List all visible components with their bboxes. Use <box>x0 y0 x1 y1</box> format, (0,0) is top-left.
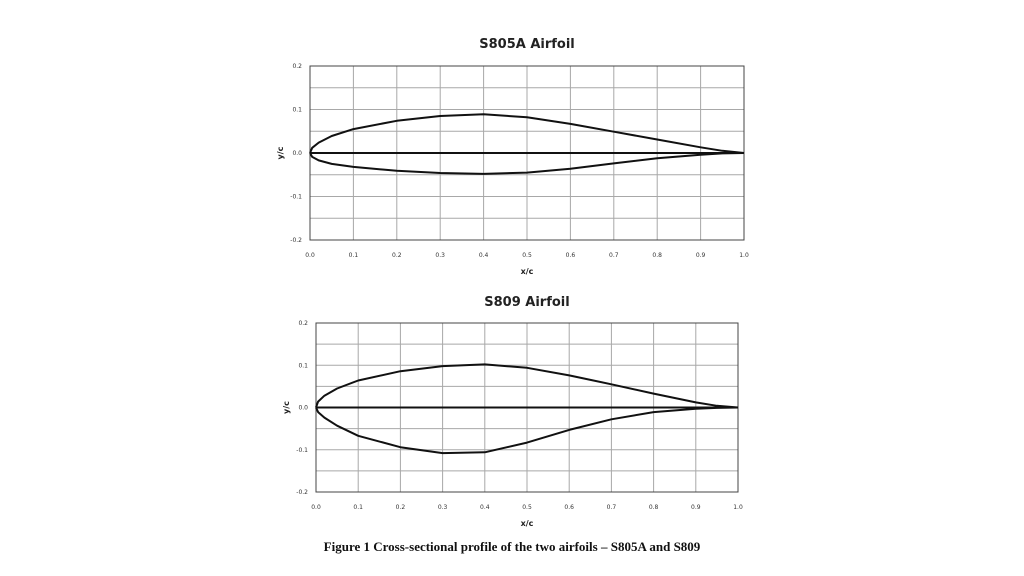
chart-1-plot: 0.0 0.1 0.2 0.3 0.4 0.5 0.6 0.7 0.8 0.9 1.0 0.2 0.1 0… <box>276 63 749 276</box>
x-tick-label: 0.8 <box>649 504 659 511</box>
upper-surface-line <box>315 363 739 409</box>
x-tick-label: 0.6 <box>564 504 574 511</box>
lower-surface-line <box>309 152 745 175</box>
y-axis-label: y/c <box>282 401 291 414</box>
x-tick-label: 0.0 <box>311 504 321 511</box>
y-axis-label: y/c <box>276 146 285 159</box>
x-tick-label: 0.3 <box>435 252 445 259</box>
x-tick-label: 0.3 <box>438 504 448 511</box>
y-tick-label: -0.1 <box>290 194 302 201</box>
lower-surface-line <box>315 406 739 455</box>
x-tick-label: 0.5 <box>522 504 532 511</box>
x-tick-label: 0.5 <box>522 252 532 259</box>
x-tick-label: 0.1 <box>353 504 363 511</box>
x-tick-label: 0.1 <box>349 252 359 259</box>
figure-caption: Figure 1 Cross-sectional profile of the … <box>323 539 701 554</box>
chart-1-title: S805A Airfoil <box>479 37 575 52</box>
y-tick-label: 0.1 <box>292 107 302 114</box>
y-tick-label: 0.0 <box>298 405 308 412</box>
y-tick-label: -0.2 <box>290 237 302 244</box>
x-axis-label: x/c <box>521 267 534 276</box>
x-tick-label: 0.4 <box>479 252 489 259</box>
x-tick-label: 0.9 <box>691 504 701 511</box>
y-tick-label: -0.2 <box>296 489 308 496</box>
x-tick-label: 1.0 <box>733 504 743 511</box>
x-tick-label: 0.7 <box>607 504 617 511</box>
x-tick-label: 0.4 <box>480 504 490 511</box>
x-tick-label: 0.6 <box>566 252 576 259</box>
chart-2-plot: 0.0 0.1 0.2 0.3 0.4 0.5 0.6 0.7 0.8 0.9 1.0 0.2 0.1 0… <box>282 320 743 528</box>
upper-surface-line <box>309 113 745 154</box>
y-tick-label: -0.1 <box>296 447 308 454</box>
x-tick-label: 0.9 <box>696 252 706 259</box>
x-tick-label: 0.8 <box>652 252 662 259</box>
x-tick-label: 0.7 <box>609 252 619 259</box>
x-tick-label: 0.2 <box>392 252 402 259</box>
y-tick-label: 0.2 <box>298 320 308 327</box>
x-tick-label: 1.0 <box>739 252 749 259</box>
x-tick-label: 0.2 <box>396 504 406 511</box>
x-axis-label: x/c <box>521 519 534 528</box>
y-tick-label: 0.0 <box>292 150 302 157</box>
y-tick-label: 0.1 <box>298 362 308 369</box>
y-tick-label: 0.2 <box>292 63 302 70</box>
x-tick-label: 0.0 <box>305 252 315 259</box>
chart-2-title: S809 Airfoil <box>484 295 570 310</box>
